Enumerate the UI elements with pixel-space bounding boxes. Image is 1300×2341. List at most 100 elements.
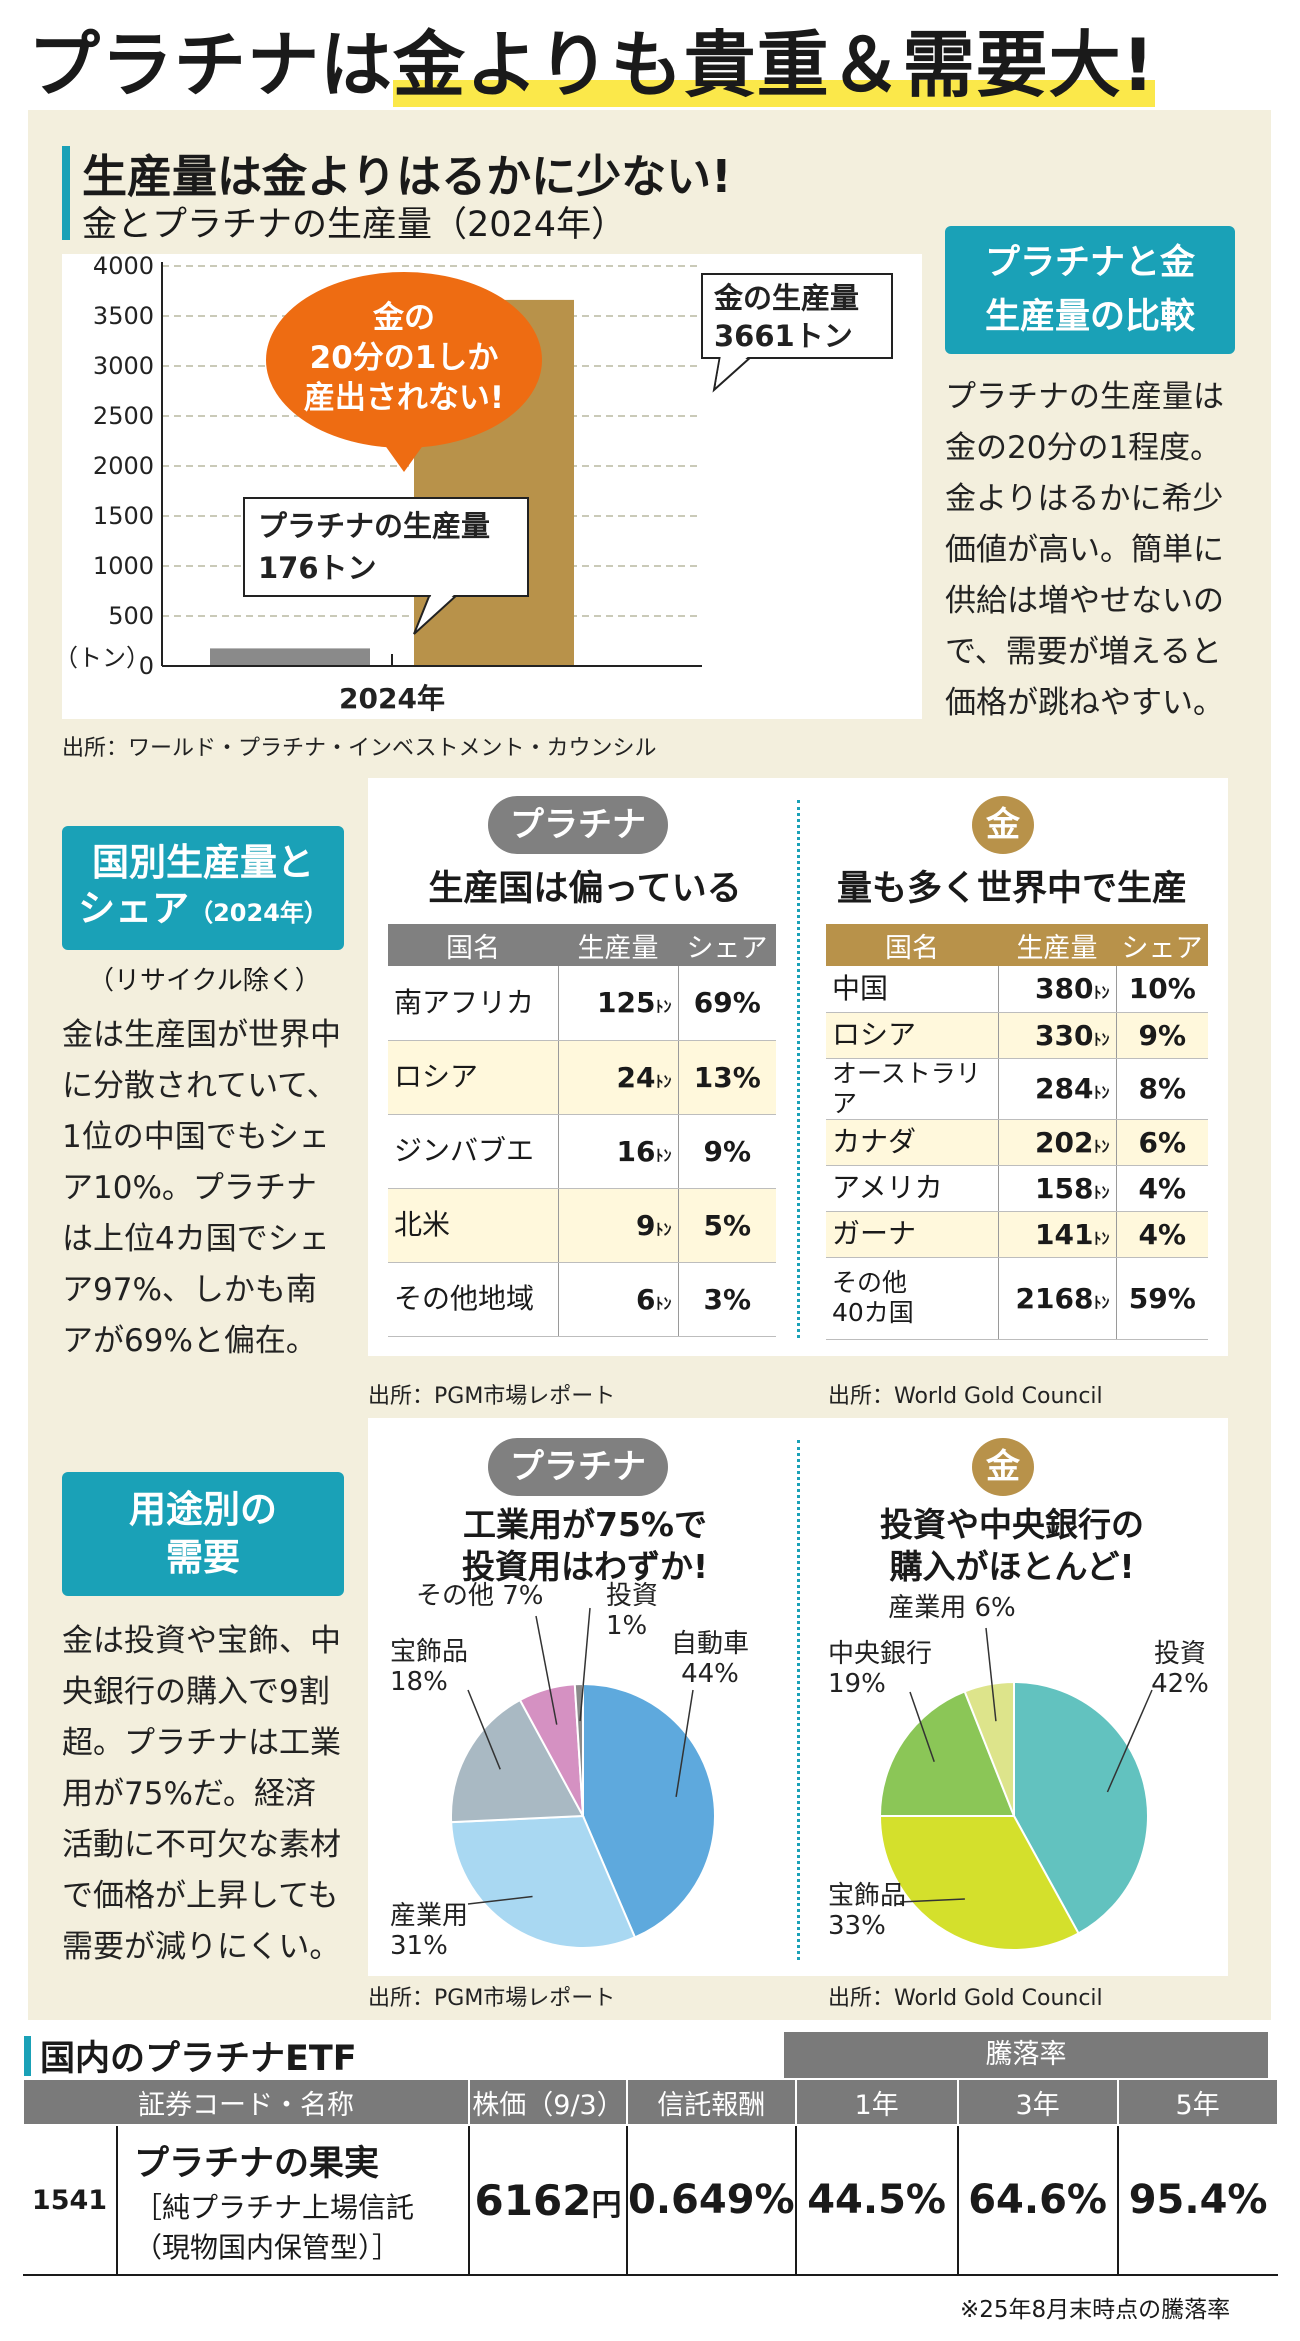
cell-country: 南アフリカ: [388, 966, 558, 1041]
gold-country-table: 国名 生産量 シェア 中国 380ﾄﾝ 10% ロシア 330ﾄﾝ 9% オーストラリア 28…: [826, 924, 1208, 1340]
y-tick-label: 0: [139, 652, 154, 680]
etf-name-cell: プラチナの果実 ［純プラチナ上場信託 （現物国内保管型）］: [116, 2125, 470, 2276]
cell-production: 16ﾄﾝ: [557, 1114, 678, 1189]
y-tick-label: 3500: [93, 302, 154, 330]
pie-leader-line: [909, 1691, 935, 1763]
cell-share: 13%: [677, 1040, 776, 1115]
cell-country: その他地域: [388, 1262, 558, 1337]
cell-share: 9%: [1115, 1012, 1208, 1059]
cell-country: ロシア: [388, 1040, 558, 1115]
usage-divider: [797, 1440, 800, 1960]
country-divider: [797, 800, 800, 1338]
country-platinum-heading: 生産国は偏っている: [428, 869, 742, 909]
cell-production: 9ﾄﾝ: [557, 1188, 678, 1263]
table-row: その他 40カ国 2168ﾄﾝ 59%: [826, 1257, 1208, 1340]
production-side-text: プラチナの生産量は 金の20分の1程度。 金よりはるかに希少 価値が高い。簡単に 供給は…: [945, 379, 1224, 721]
pie-value-label: 33%: [828, 1911, 886, 1941]
production-heading: 生産量は金よりはるかに少ない!: [82, 150, 732, 203]
y-tick-label: 500: [108, 602, 154, 630]
production-bar-chart: 0 500 1000 1500 2000 2500 3000 3500 4000 （トン） 20…: [62, 254, 893, 715]
pie-value-label: 31%: [390, 1931, 448, 1961]
pie-leader-line: [467, 1895, 533, 1905]
etf-name: プラチナの果実: [134, 2143, 380, 2184]
etf-col-3y: 3年: [956, 2078, 1119, 2126]
pie-value-label: 19%: [828, 1669, 886, 1699]
pie-value-label: 44%: [681, 1659, 739, 1689]
cell-production: 330ﾄﾝ: [997, 1012, 1116, 1059]
etf-price: 6162円: [468, 2125, 628, 2276]
title-part2: 金よりも貴重＆需要大!: [393, 23, 1156, 107]
heading-accent-bar: [62, 146, 70, 240]
cell-country: カナダ: [826, 1119, 998, 1166]
col-country: 国名: [446, 932, 500, 964]
orange-bubble: 金の 20分の1しか 産出されない!: [266, 272, 542, 472]
cell-production: 284ﾄﾝ: [997, 1058, 1116, 1120]
bubble-line-1: 金の: [372, 300, 435, 336]
etf-return-1y: 44.5%: [794, 2125, 959, 2276]
table-row: ガーナ 141ﾄﾝ 4%: [826, 1211, 1208, 1258]
etf-fee: 0.649%: [626, 2125, 797, 2276]
col-country: 国名: [885, 932, 939, 964]
pie-leader-line: [467, 1689, 501, 1770]
usage-platinum-pill: プラチナ: [488, 1438, 668, 1496]
pie-leader-line: [535, 1615, 558, 1725]
page-title: プラチナは金よりも貴重＆需要大!: [28, 6, 1156, 111]
etf-table: 証券コード・名称 株価（9/3） 信託報酬 1年 3年 5年 1541 プラチナ…: [22, 2078, 1279, 2276]
usage-source-platinum: 出所：PGM市場レポート: [368, 1986, 616, 2011]
table-row: 南アフリカ 125ﾄﾝ 69%: [388, 966, 776, 1041]
pie-label: 投資: [606, 1581, 658, 1611]
platinum-country-table: 国名 生産量 シェア 南アフリカ 125ﾄﾝ 69% ロシア 24ﾄﾝ 13% ジンバブエ 1…: [388, 924, 776, 1337]
platinum-callout-line-1: プラチナの生産量: [258, 509, 490, 543]
cell-share: 69%: [677, 966, 776, 1041]
country-platinum-pill: プラチナ: [488, 796, 668, 854]
pie-slice: [450, 1814, 637, 1949]
pie-label: 産業用: [390, 1901, 468, 1931]
pie-slice: [582, 1682, 716, 1939]
country-gold-heading: 量も多く世界中で生産: [836, 869, 1187, 909]
table-row: カナダ 202ﾄﾝ 6%: [826, 1119, 1208, 1166]
cell-production: 6ﾄﾝ: [557, 1262, 678, 1337]
pie-slice: [1013, 1680, 1149, 1935]
pie-leader-line: [899, 1898, 965, 1903]
cell-share: 5%: [677, 1188, 776, 1263]
usage-platinum-heading: 工業用が75%で 投資用はわずか!: [461, 1505, 709, 1586]
gold-callout: 金の生産量 3661トン: [701, 273, 893, 393]
cell-production: 158ﾄﾝ: [997, 1165, 1116, 1212]
etf-heading: 国内のプラチナETF: [40, 2039, 357, 2079]
usage-source-gold: 出所：World Gold Council: [828, 1986, 1103, 2011]
country-source-platinum: 出所：PGM市場レポート: [368, 1384, 616, 1409]
cell-production: 24ﾄﾝ: [557, 1040, 678, 1115]
etf-return-5y: 95.4%: [1116, 2125, 1278, 2276]
cell-production: 380ﾄﾝ: [997, 966, 1116, 1013]
pie-value-label: 18%: [390, 1667, 448, 1697]
y-tick-label: 1000: [93, 552, 154, 580]
cell-production: 202ﾄﾝ: [997, 1119, 1116, 1166]
etf-name-sub1: ［純プラチナ上場信託: [134, 2190, 415, 2224]
pie-leader-line: [675, 1689, 694, 1798]
table-row: アメリカ 158ﾄﾝ 4%: [826, 1165, 1208, 1212]
etf-footnote: ※25年8月末時点の騰落率: [960, 2297, 1231, 2323]
table-row: ロシア 24ﾄﾝ 13%: [388, 1040, 776, 1115]
bar-chart-y-ticks: 0 500 1000 1500 2000 2500 3000 3500 4000: [93, 254, 154, 680]
gold-callout-line-1: 金の生産量: [713, 281, 859, 315]
recycle-note: （リサイクル除く）: [88, 966, 321, 996]
etf-accent-bar: [24, 2036, 31, 2076]
cell-country: ロシア: [826, 1012, 998, 1059]
platinum-callout: プラチナの生産量 176トン: [243, 497, 529, 635]
etf-name-sub2: （現物国内保管型）］: [134, 2230, 401, 2264]
cell-share: 9%: [677, 1114, 776, 1189]
y-tick-label: 2000: [93, 452, 154, 480]
usage-side-text: 金は投資や宝飾、中 央銀行の購入で9割 超。プラチナは工業 用が75%だ。経済 活動に不…: [62, 1623, 341, 1965]
bar-chart-x-label: 2024年: [339, 682, 445, 715]
bar-platinum: [210, 648, 370, 666]
etf-row: 1541 プラチナの果実 ［純プラチナ上場信託 （現物国内保管型）］ 6162円…: [23, 2125, 1278, 2276]
table-row: オーストラリア 284ﾄﾝ 8%: [826, 1058, 1208, 1120]
pie-label: 産業用 6%: [888, 1593, 1016, 1623]
y-tick-label: 4000: [93, 254, 154, 280]
cell-share: 3%: [677, 1262, 776, 1337]
col-production: 生産量: [577, 932, 659, 964]
cell-share: 59%: [1115, 1257, 1208, 1340]
country-source-gold: 出所：World Gold Council: [828, 1384, 1103, 1409]
cell-country: その他 40カ国: [826, 1257, 998, 1340]
